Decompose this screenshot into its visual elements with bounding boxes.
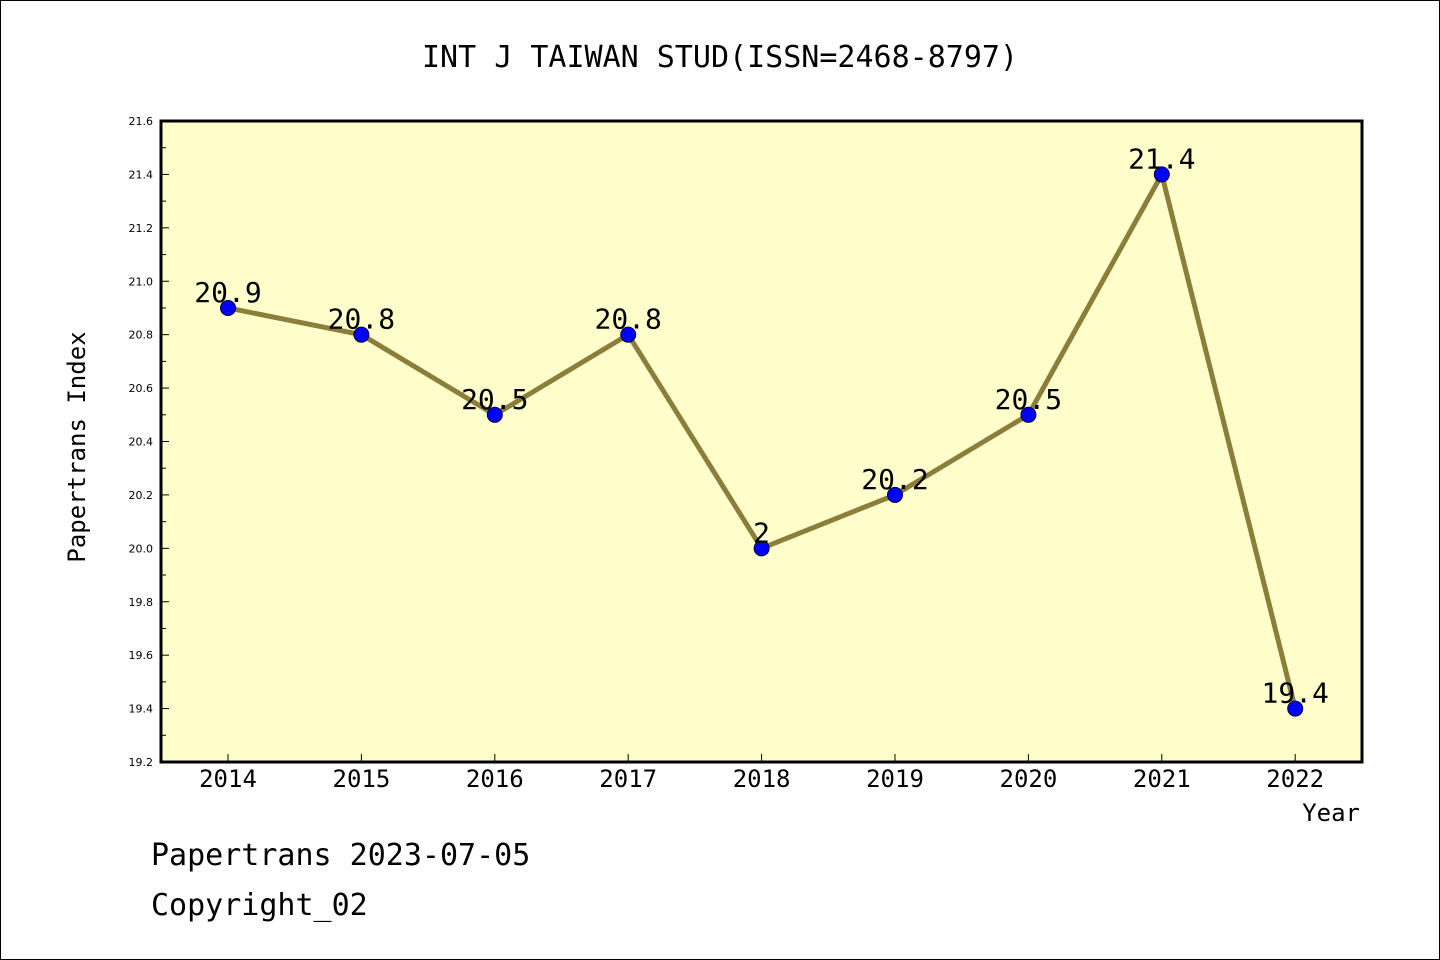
data-label: 20.9	[194, 276, 261, 309]
data-label: 21.4	[1128, 142, 1195, 175]
y-tick-label: 20.8	[129, 329, 154, 342]
y-tick-label: 20.4	[129, 436, 154, 449]
data-point	[620, 326, 637, 343]
x-axis: 2014 2015 2016 2017 2018 2019 2020 2021 2022	[199, 754, 1324, 793]
data-label: 20.5	[995, 383, 1062, 416]
x-tick-label: 2015	[333, 765, 391, 793]
data-point	[1020, 406, 1037, 423]
data-label-layer: 20.9 20.8 20.5 20.8 2 20.2 20.5 21.4 19.4	[194, 142, 1329, 709]
y-tick-label: 20.2	[129, 489, 154, 502]
y-tick-label: 19.2	[129, 756, 154, 769]
data-point	[353, 326, 370, 343]
x-tick-label: 2018	[733, 765, 791, 793]
y-tick-label: 19.4	[129, 703, 154, 716]
x-tick-label: 2021	[1133, 765, 1191, 793]
y-tick-label: 19.8	[129, 596, 154, 609]
data-point	[486, 406, 503, 423]
series-layer	[220, 166, 1304, 717]
x-tick-label: 2016	[466, 765, 524, 793]
x-tick-label: 2014	[199, 765, 257, 793]
data-label: 19.4	[1261, 677, 1328, 710]
y-tick-label: 21.6	[129, 115, 154, 128]
x-axis-label: Year	[1302, 799, 1360, 827]
footer-copyright: Copyright_02	[151, 888, 368, 923]
x-tick-label: 2020	[1000, 765, 1058, 793]
chart-title: INT J TAIWAN STUD(ISSN=2468-8797)	[422, 40, 1018, 75]
y-tick-label: 21.4	[129, 168, 154, 181]
y-tick-label: 19.6	[129, 649, 154, 662]
y-tick-label: 21.2	[129, 222, 154, 235]
x-tick-label: 2017	[599, 765, 657, 793]
data-label: 2	[753, 516, 770, 549]
data-point	[753, 540, 770, 557]
data-point	[1153, 166, 1170, 183]
x-tick-label: 2022	[1266, 765, 1324, 793]
data-point	[887, 486, 903, 503]
y-tick-label: 20.6	[129, 382, 154, 395]
data-label: 20.2	[861, 463, 928, 496]
data-point	[220, 299, 236, 316]
data-label: 20.8	[328, 303, 395, 336]
y-tick-label: 20.0	[129, 542, 154, 555]
y-axis-label: Papertrans Index	[63, 331, 91, 562]
plot-area	[159, 119, 1364, 764]
data-point	[1287, 700, 1304, 717]
x-tick-label: 2019	[866, 765, 924, 793]
y-tick-label: 21.0	[129, 275, 154, 288]
data-label: 20.5	[461, 383, 528, 416]
data-label: 20.8	[594, 303, 661, 336]
footer-date: Papertrans 2023-07-05	[151, 838, 530, 873]
y-axis: 19.2 19.4 19.6 19.8 20.0 20.2 20.4 20.6 20.8 21.0…	[129, 115, 169, 769]
